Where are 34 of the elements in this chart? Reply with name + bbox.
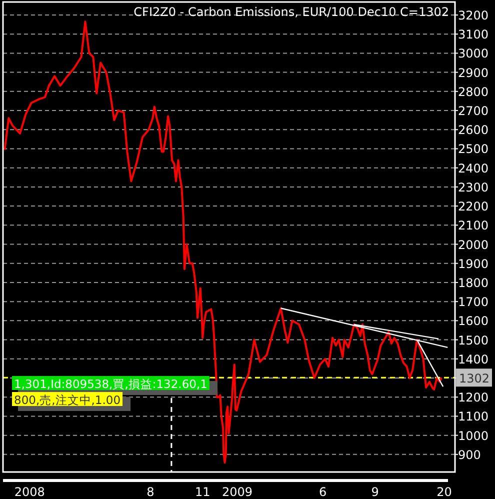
y-tick-label: 2200 (458, 200, 489, 214)
y-tick-label: 1900 (458, 256, 489, 271)
y-tick-label: 900 (458, 448, 481, 462)
y-tick-label: 2600 (458, 123, 489, 138)
y-tick-label: 2000 (458, 238, 489, 252)
y-tick-label: 1700 (458, 295, 489, 310)
y-tick-label: 1200 (458, 390, 489, 405)
y-tick-label: 1100 (458, 410, 489, 424)
ref-line-label: 1302 (459, 372, 490, 386)
y-tick-label: 3000 (458, 46, 489, 61)
annotation: 800,売,注文中,1.00 (14, 393, 121, 407)
annotation: 1,301,Id:809538,買,損益:132.60,1 (14, 377, 208, 391)
x-tick-label: 20 (436, 485, 452, 499)
y-tick-label: 1800 (458, 276, 489, 290)
y-tick-label: 2400 (458, 161, 489, 176)
y-tick-label: 1500 (458, 333, 489, 348)
y-tick-label: 2100 (458, 218, 489, 233)
y-tick-label: 1400 (458, 352, 489, 366)
y-tick-label: 1000 (458, 428, 489, 443)
y-tick-label: 2300 (458, 180, 489, 194)
y-tick-label: 2800 (458, 84, 489, 99)
y-tick-label: 2500 (458, 142, 489, 156)
x-tick-label: 6 (319, 485, 327, 499)
chart-title: CFI2Z0 - Carbon Emissions, EUR/100 Dec10 C=1302 (134, 5, 449, 19)
y-tick-label: 3100 (458, 28, 489, 42)
y-tick-label: 2700 (458, 104, 489, 118)
x-tick-label: 2008 (14, 485, 45, 499)
x-tick-label: 9 (371, 485, 379, 499)
y-tick-label: 3200 (458, 8, 489, 22)
x-tick-label: 11 (194, 485, 210, 499)
y-tick-label: 1600 (458, 314, 489, 328)
y-tick-label: 2900 (458, 66, 489, 80)
x-tick-label: 8 (146, 485, 154, 499)
x-tick-label: 2009 (222, 485, 252, 499)
